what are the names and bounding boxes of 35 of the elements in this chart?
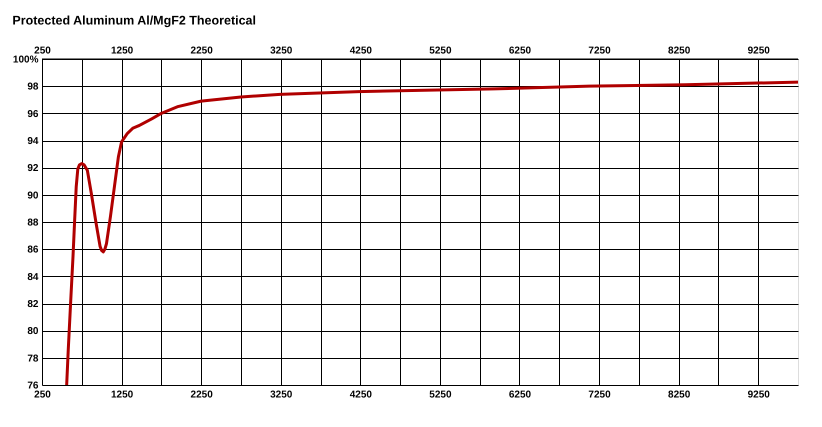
x-tick-label: 2250 xyxy=(190,46,214,56)
y-tick-label: 80 xyxy=(27,326,39,338)
x2-tick-label: 1250 xyxy=(110,390,134,400)
x-tick-label: 6250 xyxy=(508,46,532,56)
x-tick-label: 9250 xyxy=(748,46,770,56)
x-tick-label: 5250 xyxy=(429,46,452,56)
y-tick-label: 86 xyxy=(27,244,39,256)
y-tick-label: 92 xyxy=(27,163,39,174)
y-tick-label: 94 xyxy=(27,136,39,147)
x2-tick-label: 7250 xyxy=(588,390,612,400)
x2-tick-label: 3250 xyxy=(270,390,293,400)
x2-tick-label: 6250 xyxy=(508,390,532,400)
y-tick-label: 84 xyxy=(27,272,39,283)
y-tick-label: 88 xyxy=(27,218,39,228)
y-tick-label: 96 xyxy=(27,108,39,120)
x2-tick-label: 4250 xyxy=(350,390,372,400)
x-tick-label: 8250 xyxy=(668,46,691,56)
y-tick-label: 78 xyxy=(27,353,39,364)
x2-tick-label: 8250 xyxy=(668,390,691,400)
x-tick-label: 7250 xyxy=(588,46,612,56)
x2-tick-label: 5250 xyxy=(429,390,452,400)
y-tick-label: 76 xyxy=(27,380,39,392)
x-tick-label: 250 xyxy=(34,46,52,56)
y-tick-label: 82 xyxy=(27,299,39,310)
y-tick-label: 98 xyxy=(27,82,39,93)
x-tick-label: 4250 xyxy=(350,46,372,56)
x2-tick-label: 9250 xyxy=(748,390,770,400)
chart-title: Protected Aluminum Al/MgF2 Theoretical xyxy=(12,14,256,28)
x2-tick-label: 250 xyxy=(34,390,52,400)
x-tick-label: 3250 xyxy=(270,46,293,56)
x2-tick-label: 2250 xyxy=(190,390,214,400)
y-tick-label: 100% xyxy=(12,54,39,66)
y-tick-label: 90 xyxy=(27,190,39,202)
line-series xyxy=(65,80,798,385)
x-tick-label: 1250 xyxy=(110,46,134,56)
